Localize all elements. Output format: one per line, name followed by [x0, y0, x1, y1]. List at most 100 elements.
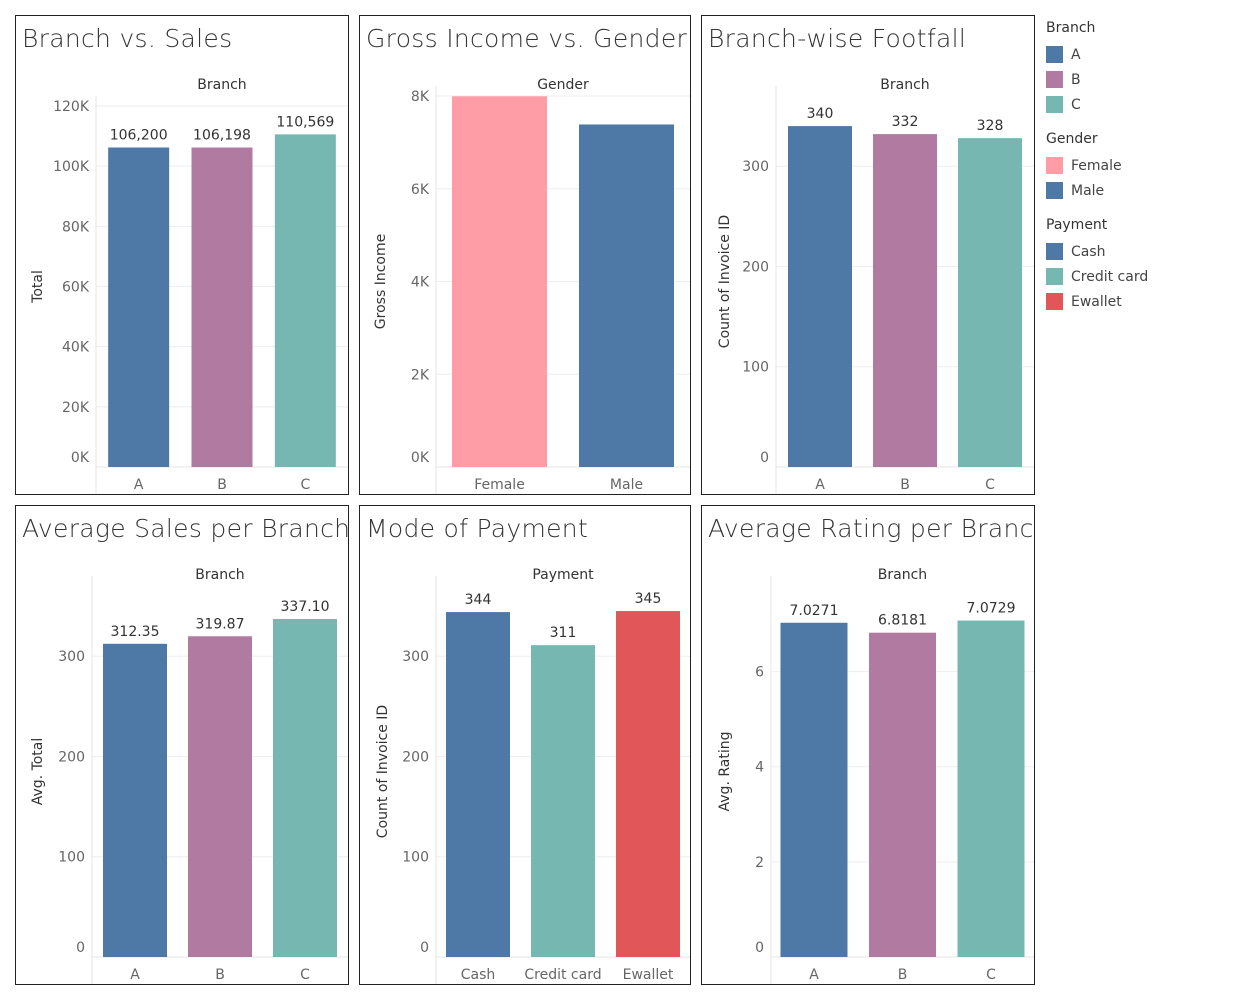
x-tick-label: Female: [474, 477, 525, 493]
bar-chart: Branch 0 100 200 300 Avg. Total 312.35 A 319.87 B…: [30, 567, 348, 984]
chart-title: Average Sales per Branch: [22, 514, 349, 543]
legend-label: C: [1071, 96, 1081, 113]
chart-panel-branch-vs-sales: Branch vs. Sales Branch 0K 20K 40K 60K 80K 100…: [15, 15, 349, 495]
data-label: 106,200: [110, 128, 168, 144]
legend-group-gender: Gender Female Male: [1046, 131, 1246, 203]
legend-label: Cash: [1071, 243, 1106, 260]
chart-panel-average-rating-per-branch: Average Rating per Branch Branch 0 2 4 6 Avg.…: [701, 505, 1035, 985]
bar-a: [108, 147, 170, 467]
y-axis-title: Avg. Rating: [717, 732, 733, 812]
bar-cash: [446, 612, 510, 957]
y-tick-label: 300: [742, 159, 769, 175]
y-tick-label: 0: [76, 940, 85, 956]
y-tick-label: 100: [58, 850, 85, 866]
legend-swatch: [1046, 96, 1063, 113]
y-axis-title: Avg. Total: [30, 738, 46, 806]
y-tick-label: 0K: [411, 450, 430, 466]
x-tick-label: Credit card: [524, 967, 601, 983]
y-tick-label: 0: [420, 940, 429, 956]
y-tick-label: 4: [755, 760, 764, 776]
legend-item[interactable]: Female: [1046, 153, 1246, 178]
data-label: 319.87: [196, 616, 245, 632]
data-label: 345: [635, 591, 662, 607]
y-axis-title: Gross Income: [373, 234, 389, 329]
x-tick-label: B: [215, 967, 225, 983]
x-tick-label: B: [900, 477, 910, 493]
bar-chart: Branch 0 100 200 300 Count of Invoice ID 340 A 3…: [717, 77, 1034, 494]
legend-label: B: [1071, 71, 1081, 88]
legend-swatch: [1046, 268, 1063, 285]
x-tick-label: Ewallet: [623, 967, 674, 983]
y-tick-label: 120K: [53, 99, 90, 115]
legend-item[interactable]: Credit card: [1046, 264, 1246, 289]
bar-c: [273, 618, 337, 957]
legend-item[interactable]: B: [1046, 67, 1246, 92]
data-label: 344: [465, 592, 492, 608]
y-tick-label: 2: [755, 855, 764, 871]
legend-item[interactable]: Cash: [1046, 239, 1246, 264]
bar-chart: Branch 0K 20K 40K 60K 80K 100K 120K Total 106,200…: [30, 77, 348, 494]
bar-c: [958, 138, 1022, 467]
legend-swatch: [1046, 46, 1063, 63]
x-tick-label: B: [217, 477, 227, 493]
legend-swatch: [1046, 293, 1063, 310]
chart-panel-gross-income-vs-gender: Gross Income vs. Gender Gender 0K 2K 4K 6K 8K…: [359, 15, 691, 495]
y-tick-label: 2K: [411, 367, 430, 383]
column-header: Branch: [880, 77, 929, 93]
x-tick-label: A: [130, 967, 140, 983]
y-tick-label: 4K: [411, 275, 430, 291]
bar-b: [873, 134, 937, 467]
bar-b: [191, 147, 253, 468]
bar-a: [788, 126, 852, 467]
legend-label: A: [1071, 46, 1081, 63]
bar-female: [452, 96, 547, 467]
data-label: 110,569: [276, 114, 334, 130]
bar-b: [869, 632, 936, 957]
data-label: 340: [807, 106, 834, 122]
bar-a: [103, 643, 167, 957]
bar-male: [579, 124, 674, 468]
legend-label: Female: [1071, 157, 1122, 174]
chart-title: Mode of Payment: [366, 514, 589, 543]
x-tick-label: Cash: [461, 967, 496, 983]
bar-c: [957, 620, 1025, 957]
x-tick-label: A: [809, 967, 819, 983]
x-tick-label: C: [300, 967, 310, 983]
legend-item[interactable]: Male: [1046, 178, 1246, 203]
y-axis-title: Count of Invoice ID: [375, 705, 391, 838]
chart-panel-average-sales-per-branch: Average Sales per Branch Branch 0 100 200 30…: [15, 505, 349, 985]
legend-item[interactable]: A: [1046, 42, 1246, 67]
bar-b: [188, 636, 252, 957]
legend-title: Payment: [1046, 217, 1108, 233]
x-tick-label: C: [300, 477, 310, 493]
y-tick-label: 8K: [411, 89, 430, 105]
y-tick-label: 40K: [62, 340, 90, 356]
legend-swatch: [1046, 182, 1063, 199]
chart-title: Branch-wise Footfall: [708, 24, 967, 53]
y-tick-label: 200: [58, 749, 85, 765]
x-tick-label: C: [985, 477, 995, 493]
column-header: Branch: [197, 77, 246, 93]
legend-item[interactable]: C: [1046, 92, 1246, 117]
legend-swatch: [1046, 71, 1063, 88]
bar-a: [780, 622, 848, 957]
legend-item[interactable]: Ewallet: [1046, 289, 1246, 314]
data-label: 328: [977, 118, 1004, 134]
y-tick-label: 20K: [62, 400, 90, 416]
legend-label: Credit card: [1071, 268, 1149, 285]
data-label: 332: [892, 114, 919, 130]
y-tick-label: 200: [742, 259, 769, 275]
bar-chart: Branch 0 2 4 6 Avg. Rating 7.0271 A 6.8181 B 7.072…: [717, 567, 1034, 984]
legend-label: Ewallet: [1071, 293, 1122, 310]
y-tick-label: 80K: [62, 219, 90, 235]
column-header: Payment: [532, 567, 594, 583]
y-tick-label: 300: [58, 649, 85, 665]
legend: Branch A B C Gender Female Male Payment Cash Cred…: [1046, 20, 1246, 328]
y-axis-title: Count of Invoice ID: [717, 215, 733, 348]
y-tick-label: 200: [402, 749, 429, 765]
y-tick-label: 100: [742, 360, 769, 376]
data-label: 106,198: [193, 128, 251, 144]
legend-group-branch: Branch A B C: [1046, 20, 1246, 117]
column-header: Branch: [195, 567, 244, 583]
bar-chart: Gender 0K 2K 4K 6K 8K Gross Income Female Male: [373, 77, 690, 494]
